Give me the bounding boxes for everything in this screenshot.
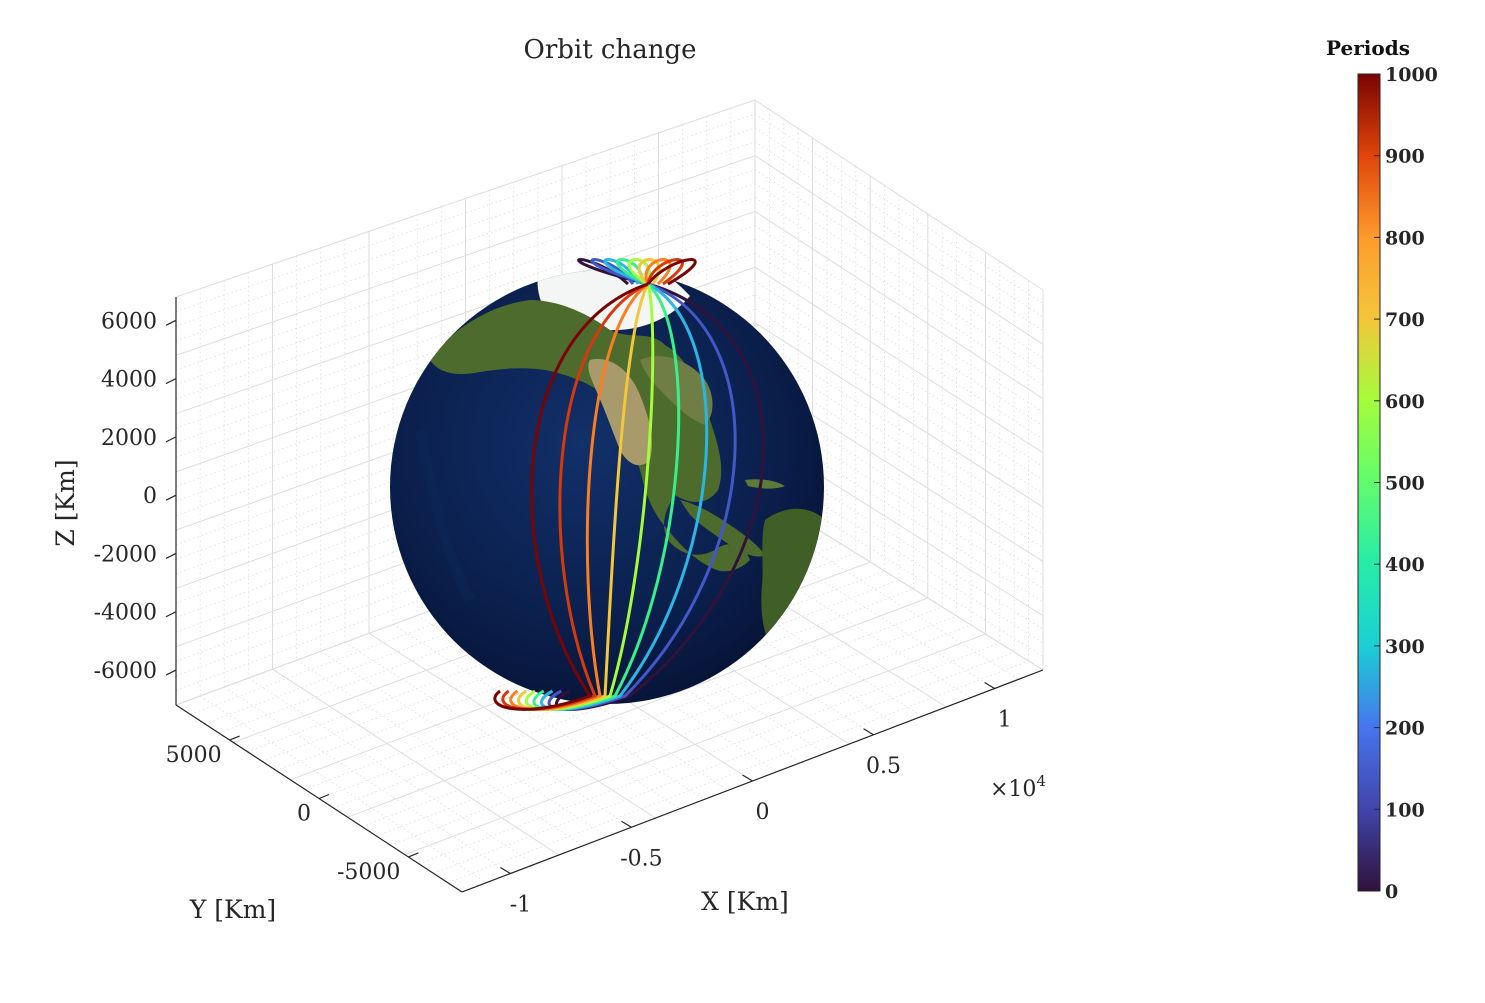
orbit-pole-loop xyxy=(646,258,684,286)
earth-globe xyxy=(390,270,824,704)
y-tick-label: 0 xyxy=(297,802,311,827)
colorbar-tick-labels: 0 100 200 300 400 500 600 700 800 900 1000 xyxy=(1374,64,1438,903)
y-tick-mark xyxy=(408,852,419,858)
x-tick-mark xyxy=(742,774,753,782)
z-tick-label: -2000 xyxy=(94,542,157,567)
x-tick-mark xyxy=(863,728,874,736)
colorbar-tick-label: 400 xyxy=(1385,554,1425,576)
colorbar-tick-label: 200 xyxy=(1385,718,1425,740)
z-tick-label: 0 xyxy=(143,484,157,509)
y-tick-mark xyxy=(229,735,240,741)
orbit-line xyxy=(517,283,650,711)
x-axis-label: X [Km] xyxy=(701,887,789,916)
colorbar-tick-label: 0 xyxy=(1385,881,1398,903)
x-tick-mark xyxy=(621,820,632,828)
orbit-line xyxy=(493,282,649,711)
colorbar-tick-label: 900 xyxy=(1385,146,1425,168)
z-tick-mark xyxy=(165,436,177,443)
x-tick-label: -0.5 xyxy=(620,846,662,871)
z-axis-label: Z [Km] xyxy=(51,459,80,546)
x-tick-mark xyxy=(500,866,511,875)
z-tick-label: -6000 xyxy=(94,659,157,684)
z-tick-mark xyxy=(165,494,177,501)
colorbar-tick-label: 300 xyxy=(1385,636,1425,658)
z-tick-labels: -6000 -4000 -2000 0 2000 4000 6000 xyxy=(94,309,177,684)
y-tick-mark xyxy=(318,793,330,800)
orbit-pole-loop xyxy=(644,258,672,286)
chart-title: Orbit change xyxy=(524,35,697,65)
x-axis-multiplier: ×104 xyxy=(990,772,1046,802)
z-tick-mark xyxy=(165,552,177,559)
y-axis-label: Y [Km] xyxy=(189,895,276,924)
colorbar: Periods 0 100 200 300 400 500 600 700 800 900 1000 xyxy=(1326,36,1438,903)
y-tick-label: -5000 xyxy=(337,860,400,885)
colorbar-title: Periods xyxy=(1326,36,1410,60)
x-tick-labels: -1 -0.5 0 0.5 1 xyxy=(500,681,1012,918)
x-tick-label: 1 xyxy=(998,708,1012,733)
z-tick-label: 4000 xyxy=(101,368,157,393)
z-tick-label: 6000 xyxy=(101,309,157,334)
colorbar-tick-label: 500 xyxy=(1385,473,1425,495)
x-tick-mark xyxy=(984,681,995,690)
colorbar-tick-label: 600 xyxy=(1385,391,1425,413)
colorbar-tick-label: 700 xyxy=(1385,309,1425,331)
x-tick-label: 0.5 xyxy=(866,754,901,779)
orbit-lines xyxy=(493,258,766,711)
z-tick-mark xyxy=(165,319,177,326)
orbit-line xyxy=(524,283,655,711)
orbit-pole-loop xyxy=(646,258,697,286)
z-tick-mark xyxy=(165,669,177,676)
z-tick-label: -4000 xyxy=(94,601,157,626)
colorbar-tick-label: 1000 xyxy=(1385,64,1438,86)
y-tick-label: 5000 xyxy=(166,743,222,768)
y-tick-labels: -5000 0 5000 xyxy=(166,735,419,885)
x-tick-label: -1 xyxy=(510,893,531,918)
orbit-pole-loop xyxy=(627,258,652,286)
colorbar-tick-label: 800 xyxy=(1385,227,1425,249)
z-tick-mark xyxy=(165,611,177,618)
colorbar-tick-label: 100 xyxy=(1385,799,1425,821)
z-tick-label: 2000 xyxy=(101,426,157,451)
x-tick-label: 0 xyxy=(756,800,770,825)
z-tick-mark xyxy=(165,378,177,385)
